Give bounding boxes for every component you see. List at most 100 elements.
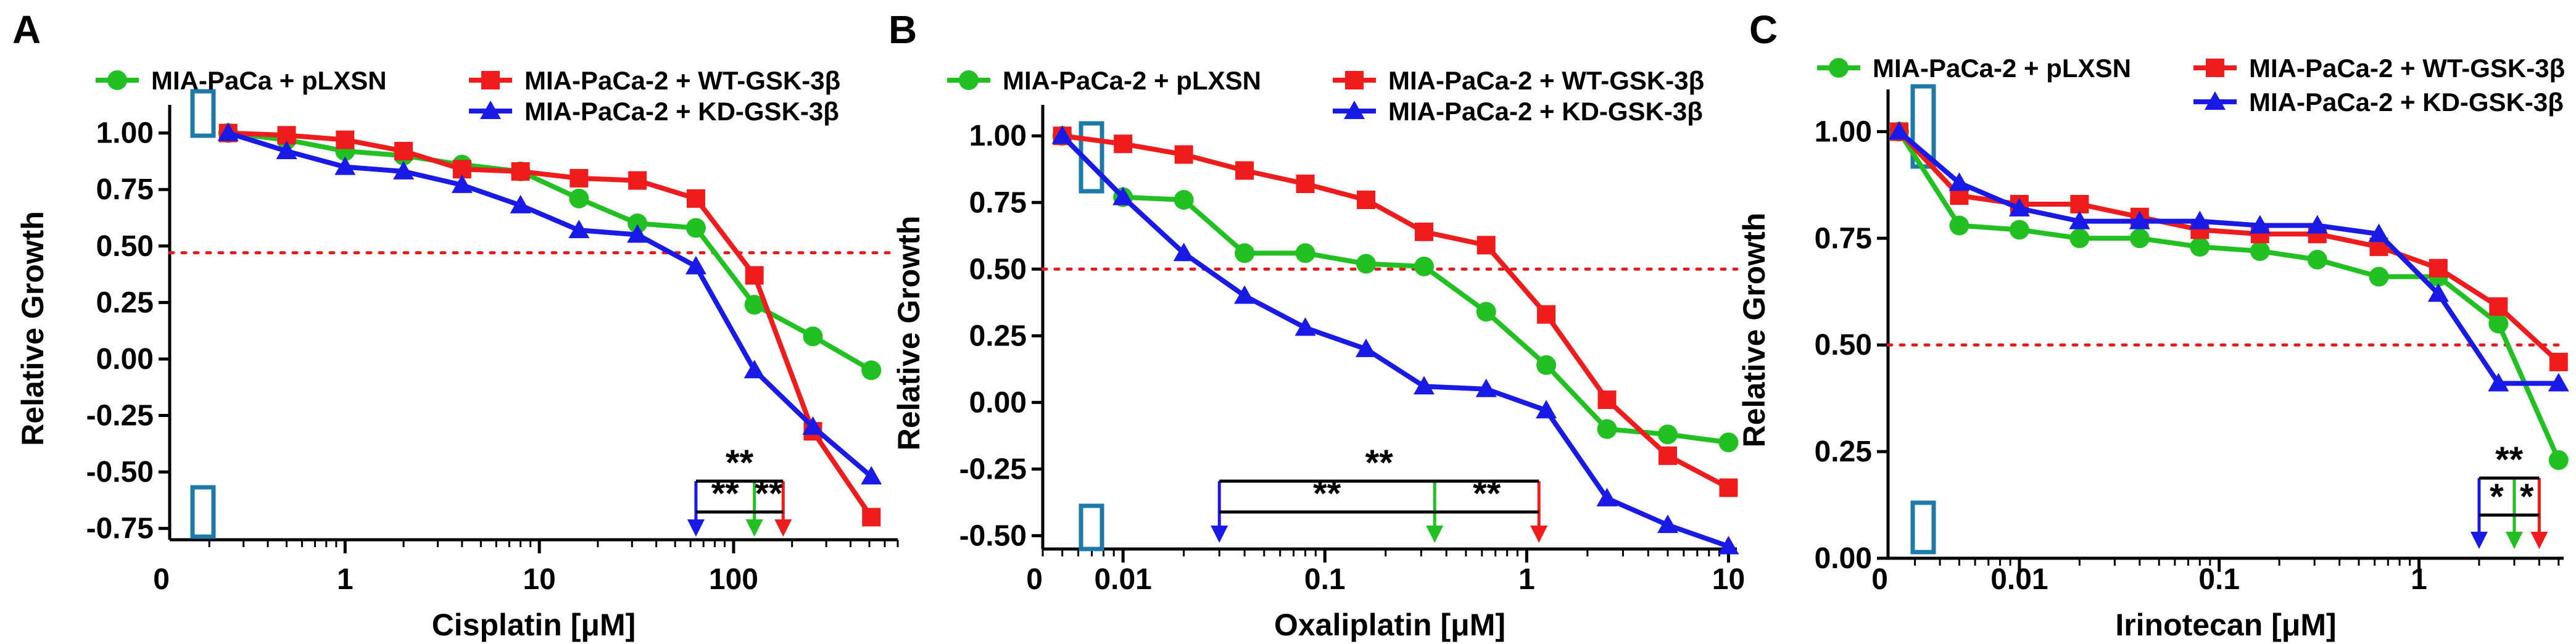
data-point xyxy=(1295,243,1315,263)
data-point xyxy=(2250,241,2270,262)
data-point xyxy=(685,218,706,238)
y-tick-label: 1.00 xyxy=(1815,115,1872,148)
data-point xyxy=(569,188,589,208)
data-point xyxy=(2368,223,2390,242)
data-point xyxy=(2069,210,2090,229)
significance-arrowhead xyxy=(2530,532,2548,549)
axis-break-marker xyxy=(190,89,216,138)
data-point xyxy=(2488,313,2509,334)
data-point xyxy=(1357,190,1376,209)
y-tick-label: 0.25 xyxy=(1815,436,1872,468)
significance-label: ** xyxy=(726,443,754,483)
significance-label: ** xyxy=(1365,443,1394,483)
series-line xyxy=(227,130,873,479)
significance-arrowhead xyxy=(1211,526,1228,543)
x-tick-label: 0.01 xyxy=(1990,563,2048,596)
series-line xyxy=(228,130,873,373)
y-tick-label: 1.00 xyxy=(96,117,154,150)
data-point xyxy=(1112,186,1134,205)
series-line xyxy=(1897,130,2561,461)
y-tick-label: 1.00 xyxy=(969,120,1027,152)
data-point xyxy=(2129,210,2150,229)
data-point xyxy=(1174,189,1194,210)
series-line xyxy=(228,130,874,519)
y-axis-label: Relative Growth xyxy=(892,216,926,451)
x-tick-label: 1 xyxy=(1518,563,1535,596)
data-point xyxy=(451,174,473,193)
legend-marker xyxy=(1344,101,1365,119)
data-point xyxy=(861,466,882,485)
data-point xyxy=(2548,373,2569,392)
y-tick-label: 0.00 xyxy=(1815,542,1872,575)
significance-label: * xyxy=(2490,477,2504,517)
legend-marker xyxy=(959,70,979,90)
data-point xyxy=(568,220,590,239)
data-point xyxy=(802,416,824,435)
axis-break-marker xyxy=(190,485,216,539)
data-point xyxy=(1476,236,1496,255)
data-point xyxy=(628,171,647,190)
legend-label: MIA-PaCa-2 + WT-GSK-3β xyxy=(2249,54,2565,83)
axis-break-marker xyxy=(1910,500,1936,555)
legend-label: MIA-PaCa-2 + KD-GSK-3β xyxy=(1388,97,1703,126)
data-point xyxy=(2069,228,2090,249)
data-point xyxy=(2427,283,2449,302)
legend-label: MIA-PaCa-2 + KD-GSK-3β xyxy=(2249,88,2564,117)
data-point xyxy=(1235,161,1254,180)
legend-marker xyxy=(1829,58,1849,78)
data-point xyxy=(2190,237,2210,257)
data-point xyxy=(2129,228,2150,249)
significance-label: * xyxy=(2520,477,2534,517)
data-point xyxy=(2307,249,2327,270)
legend-label: MIA-PaCa + pLXSN xyxy=(151,66,387,95)
significance-arrowhead xyxy=(2470,532,2488,549)
legend-marker xyxy=(2205,91,2226,110)
series-line xyxy=(1060,134,1729,549)
panel-a: A 1.00 0.75 0.50 0.25 0.00 -0.25 -0.50 -0.75 1 10 1… xyxy=(12,7,900,642)
data-point xyxy=(393,160,415,180)
legend-marker xyxy=(1345,71,1364,89)
data-point xyxy=(2548,450,2569,470)
data-point xyxy=(1356,338,1377,357)
data-point xyxy=(1949,215,1969,236)
x-axis-label: Oxaliplatin [μM] xyxy=(1274,608,1505,642)
y-tick-label: 0.75 xyxy=(969,186,1027,219)
x-tick-label: 100 xyxy=(709,563,758,596)
significance-label: ** xyxy=(711,474,740,514)
data-point xyxy=(569,168,589,188)
x-tick-label: 10 xyxy=(523,563,555,596)
data-point xyxy=(2369,266,2389,287)
legend-label: MIA-PaCa-2 + WT-GSK-3β xyxy=(1388,66,1704,95)
data-point xyxy=(510,194,531,213)
panel-letter: B xyxy=(888,7,917,52)
significance-label: ** xyxy=(1473,474,1501,514)
x-tick-label: 0.1 xyxy=(2198,563,2240,596)
data-point xyxy=(1294,317,1316,336)
data-point xyxy=(1536,400,1557,419)
panel-c: C 1.00 0.75 0.50 0.25 0.00 0.01 0.1 1 0 Relative G… xyxy=(1737,7,2569,642)
data-point xyxy=(2306,215,2328,234)
data-point xyxy=(2189,210,2211,229)
data-point xyxy=(1536,355,1557,375)
y-tick-label: 0.50 xyxy=(969,253,1027,286)
y-tick-label: 0.75 xyxy=(1815,222,1872,255)
data-point xyxy=(334,156,356,175)
y-tick-label: 0.50 xyxy=(96,230,154,263)
legend-label: MIA-PaCa-2 + WT-GSK-3β xyxy=(524,66,840,95)
y-axis-label: Relative Growth xyxy=(1737,213,1771,448)
panel-letter: C xyxy=(1749,7,1778,52)
data-point xyxy=(1718,432,1739,453)
data-point xyxy=(1413,376,1435,395)
data-point xyxy=(2429,258,2448,278)
y-tick-label: 0.25 xyxy=(969,320,1027,352)
y-tick-label: 0.25 xyxy=(96,286,154,319)
significance-arrowhead xyxy=(2505,532,2523,549)
y-tick-label: 0.00 xyxy=(96,343,154,376)
data-point xyxy=(336,130,355,149)
data-point xyxy=(511,162,530,181)
data-point xyxy=(1296,175,1315,194)
data-point xyxy=(1718,535,1739,555)
data-point xyxy=(1114,134,1133,154)
data-point xyxy=(1475,378,1497,397)
y-tick-label: 0.00 xyxy=(969,386,1027,419)
